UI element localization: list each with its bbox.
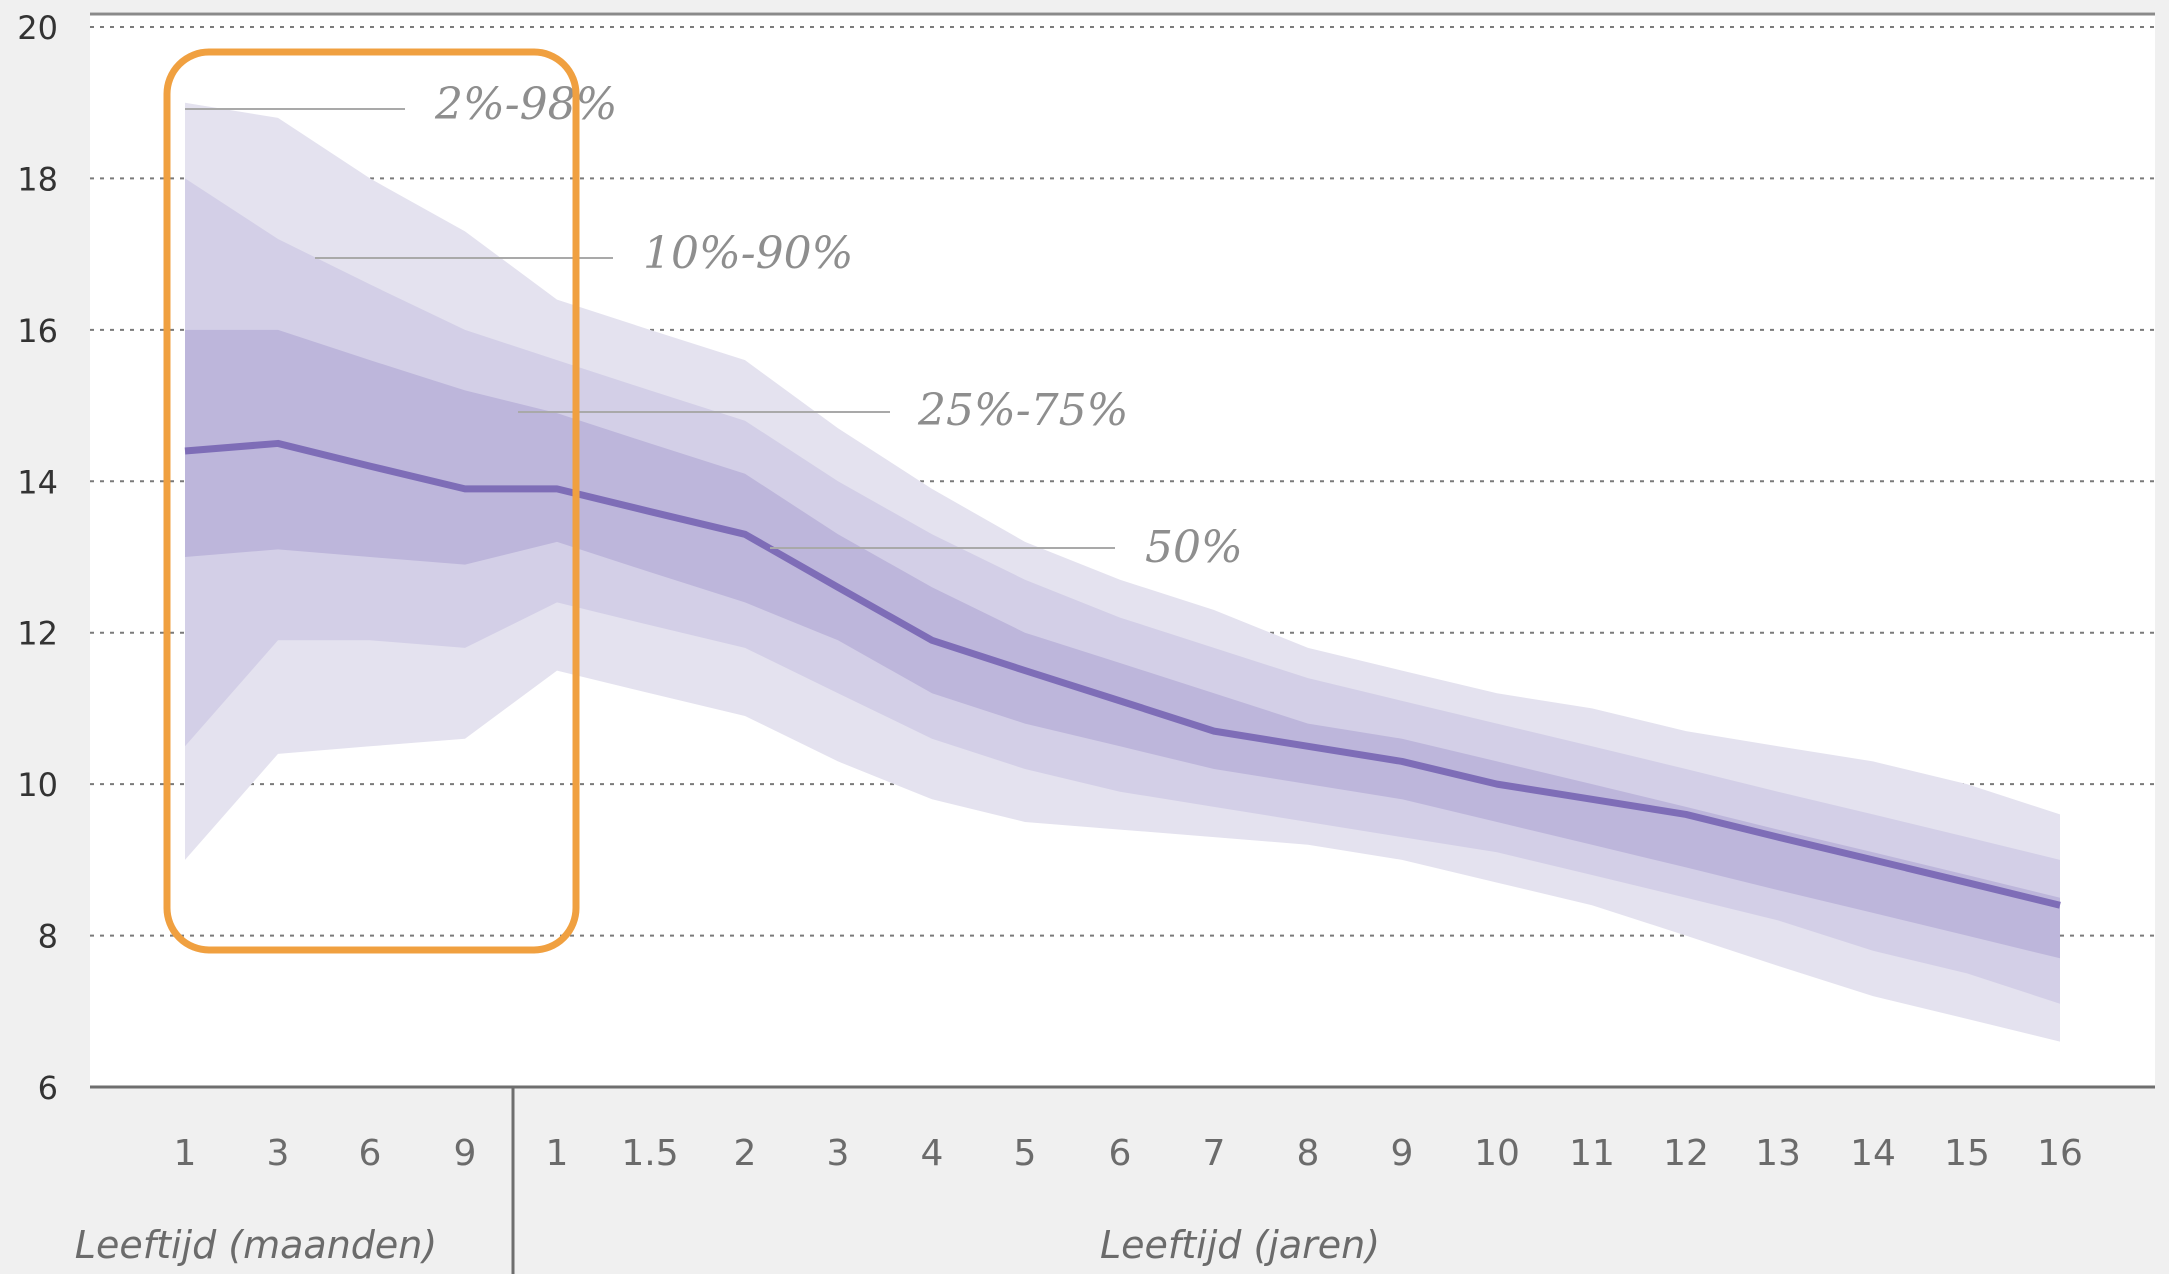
band-label: 2%-98% xyxy=(434,79,617,130)
x-tick-label: 4 xyxy=(921,1133,944,1174)
x-tick-label: 9 xyxy=(454,1133,477,1174)
x-tick-label: 5 xyxy=(1014,1133,1037,1174)
x-tick-label: 14 xyxy=(1850,1133,1896,1174)
y-tick-label: 16 xyxy=(17,312,58,350)
x-group-label: Leeftijd (maanden) xyxy=(75,1223,437,1267)
x-tick-label: 15 xyxy=(1944,1133,1990,1174)
highlight-rectangle xyxy=(163,48,580,954)
x-tick-label: 3 xyxy=(827,1133,850,1174)
y-tick-label: 8 xyxy=(38,918,58,956)
y-tick-label: 14 xyxy=(17,463,58,501)
x-tick-label: 2 xyxy=(734,1133,757,1174)
band-label: 50% xyxy=(1145,522,1243,573)
y-tick-label: 10 xyxy=(17,766,58,804)
median-series xyxy=(184,439,2061,909)
x-tick-label: 7 xyxy=(1203,1133,1226,1174)
band-label: 25%-75% xyxy=(917,385,1128,436)
series-line-median xyxy=(184,439,2061,909)
band-labels: 2%-98% 10%-90% 25%-75% 50% xyxy=(185,79,1243,573)
y-tick-label: 20 xyxy=(17,9,58,47)
x-tick-label: 1.5 xyxy=(621,1133,678,1174)
x-tick-label: 6 xyxy=(1109,1133,1132,1174)
x-tick-label: 11 xyxy=(1569,1133,1615,1174)
y-tick-label: 6 xyxy=(38,1069,58,1107)
x-tick-label: 9 xyxy=(1391,1133,1414,1174)
x-tick-label: 13 xyxy=(1755,1133,1801,1174)
y-tick-label: 18 xyxy=(17,160,58,198)
x-tick-label: 3 xyxy=(267,1133,290,1174)
x-group-label: Leeftijd (jaren) xyxy=(1100,1223,1380,1267)
x-tick-label: 1 xyxy=(174,1133,197,1174)
highlight-box xyxy=(163,48,580,954)
x-tick-label: 1 xyxy=(546,1133,569,1174)
x-tick-label: 12 xyxy=(1663,1133,1709,1174)
x-tick-label: 6 xyxy=(359,1133,382,1174)
y-tick-label: 12 xyxy=(17,615,58,653)
band-label: 10%-90% xyxy=(643,228,853,279)
x-tick-label: 8 xyxy=(1297,1133,1320,1174)
x-tick-label: 10 xyxy=(1474,1133,1520,1174)
x-tick-label: 16 xyxy=(2037,1133,2083,1174)
